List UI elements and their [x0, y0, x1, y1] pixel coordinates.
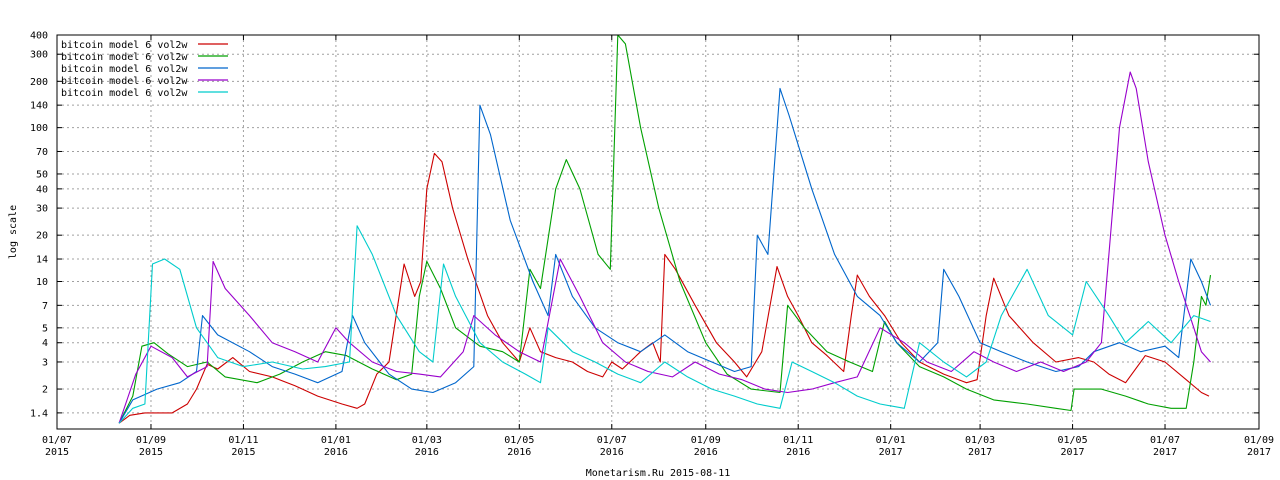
- x-tick-label: 01/09: [136, 435, 166, 446]
- x-tick-label: 01/01: [321, 435, 351, 446]
- x-tick-label: 01/03: [965, 435, 995, 446]
- x-tick-label: 01/09: [691, 435, 721, 446]
- grid: [56, 34, 1260, 429]
- y-tick-label: 200: [30, 77, 48, 88]
- y-tick-label: 7: [42, 301, 48, 312]
- y-tick-label: 40: [36, 184, 48, 195]
- x-tick-year: 2016: [786, 447, 810, 458]
- x-tick-label: 01/03: [412, 435, 442, 446]
- legend-label: bitcoin model 6 vol2w: [61, 40, 188, 51]
- x-tick-label: 01/07: [597, 435, 627, 446]
- y-tick-label: 14: [36, 255, 48, 266]
- x-tick-year: 2015: [139, 447, 163, 458]
- y-tick-label: 20: [36, 231, 48, 242]
- y-tick-label: 5: [42, 323, 48, 334]
- x-tick-year: 2016: [415, 447, 439, 458]
- y-tick-label: 70: [36, 147, 48, 158]
- x-tick-label: 01/05: [504, 435, 534, 446]
- x-tick-year: 2017: [968, 447, 992, 458]
- y-tick-label: 400: [30, 31, 48, 42]
- axes: 1.4 2 3 4 5 7 10 14 20 30 40 50 70 100 140 200 300 400 01/…: [30, 31, 1274, 459]
- y-tick-label: 2: [42, 385, 48, 396]
- y-tick-label: 4: [42, 338, 48, 349]
- legend-label: bitcoin model 6 vol2w: [61, 64, 188, 75]
- y-tick-label: 300: [30, 50, 48, 61]
- chart-footer: Monetarism.Ru 2015-08-11: [586, 468, 731, 479]
- x-tick-year: 2016: [694, 447, 718, 458]
- y-tick-label: 10: [36, 277, 48, 288]
- x-tick-label: 01/05: [1058, 435, 1088, 446]
- series-line-4: [118, 71, 1211, 424]
- x-tick-label: 01/09: [1244, 435, 1274, 446]
- y-tick-label: 1.4: [30, 408, 48, 419]
- y-tick-label: 50: [36, 169, 48, 180]
- x-tick-label: 01/07: [42, 435, 72, 446]
- x-tick-year: 2016: [324, 447, 348, 458]
- x-tick-year: 2016: [600, 447, 624, 458]
- x-tick-label: 01/01: [876, 435, 906, 446]
- series-line-5: [118, 225, 1211, 424]
- x-tick-label: 01/11: [228, 435, 258, 446]
- legend-label: bitcoin model 6 vol2w: [61, 76, 188, 87]
- series-line-1: [118, 152, 1210, 424]
- x-tick-year: 2015: [45, 447, 69, 458]
- x-tick-year: 2017: [1247, 447, 1271, 458]
- y-axis-label: log scale: [8, 205, 19, 259]
- x-tick-label: 01/07: [1150, 435, 1180, 446]
- series-line-3: [118, 87, 1212, 424]
- y-tick-label: 3: [42, 357, 48, 368]
- x-tick-year: 2017: [879, 447, 903, 458]
- legend-label: bitcoin model 6 vol2w: [61, 52, 188, 63]
- y-tick-label: 140: [30, 101, 48, 112]
- x-tick-year: 2016: [507, 447, 531, 458]
- y-tick-label: 100: [30, 123, 48, 134]
- series-layer: [118, 34, 1212, 424]
- legend-label: bitcoin model 6 vol2w: [61, 88, 188, 99]
- y-tick-label: 30: [36, 204, 48, 215]
- x-tick-year: 2015: [231, 447, 255, 458]
- x-tick-label: 01/11: [783, 435, 813, 446]
- x-tick-year: 2017: [1153, 447, 1177, 458]
- x-tick-year: 2017: [1061, 447, 1085, 458]
- plot-frame: [56, 34, 1260, 430]
